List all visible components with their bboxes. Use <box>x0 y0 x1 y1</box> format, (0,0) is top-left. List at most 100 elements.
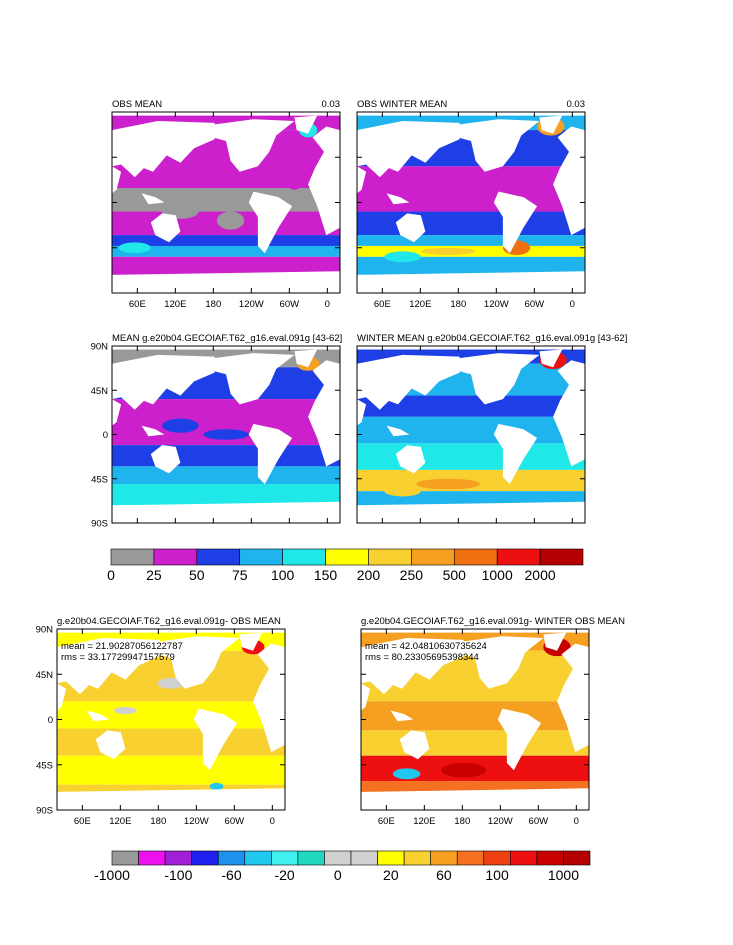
colorbar-swatch <box>539 548 584 566</box>
colorbar-label: 1000 <box>482 567 513 583</box>
colorbar-label: 0 <box>334 867 342 883</box>
panel-scale-label: 0.03 <box>322 99 341 110</box>
colorbar-label: -100 <box>164 867 192 883</box>
map-landmass-6 <box>497 708 542 771</box>
x-tick-label: 60E <box>374 299 391 310</box>
colorbar-label: -20 <box>274 867 294 883</box>
map-landmass-7 <box>557 643 589 753</box>
field-patch-3 <box>209 782 224 791</box>
map-landmass-7 <box>553 360 585 467</box>
map-landmass-3 <box>141 425 165 437</box>
colorbar-label: 250 <box>400 567 424 583</box>
map-landmass-4 <box>212 353 295 405</box>
map-panel-model-mean: MEAN g.e20b04.GECOIAF.T62_g16.eval.091g … <box>91 333 343 530</box>
map-landmass-0 <box>357 121 460 178</box>
map-landmass-1 <box>357 166 367 194</box>
map-ticks <box>357 345 585 524</box>
field-patch-1 <box>416 478 481 490</box>
map-landmass-2 <box>150 445 181 474</box>
x-tick-label: 0 <box>574 816 579 827</box>
map-landmass-0 <box>57 638 160 695</box>
field-band-2 <box>357 395 585 417</box>
colorbar-label: 500 <box>443 567 467 583</box>
map-landmass-5 <box>539 115 563 134</box>
map-landmass-7 <box>308 360 340 467</box>
map-landmass-8 <box>361 788 589 810</box>
colorbar-swatch <box>191 850 219 866</box>
map-landmass-2 <box>150 213 181 243</box>
map-landmass-6 <box>193 708 238 771</box>
colorbar-label: 0 <box>107 567 115 583</box>
colorbar-swatch <box>350 850 378 866</box>
panel-title: WINTER MEAN g.e20b04.GECOIAF.T62_g16.eva… <box>357 333 627 344</box>
field-band-4 <box>112 466 340 485</box>
field-band-2 <box>357 166 585 212</box>
map-landmass-6 <box>248 191 293 254</box>
colorbar-label: 150 <box>314 567 338 583</box>
y-tick-label: 45S <box>36 760 53 771</box>
y-tick-label: 90S <box>36 806 53 817</box>
map-field <box>361 629 589 810</box>
map-landmass-3 <box>386 425 410 437</box>
map-landmass-8 <box>112 501 340 523</box>
colorbar-swatch <box>244 850 272 866</box>
colorbar-swatch <box>563 850 591 866</box>
colorbar-swatch <box>239 548 283 566</box>
y-tick-label: 45S <box>91 474 108 485</box>
x-tick-label: 60E <box>74 816 91 827</box>
colorbar-swatch <box>368 548 412 566</box>
panel-stat: mean = 21.90287056122787 <box>61 641 183 652</box>
field-band-3 <box>112 445 340 467</box>
map-landmass-4 <box>212 119 295 172</box>
panel-scale-label: 0.03 <box>567 99 586 110</box>
map-panel-obs-winter-mean: OBS WINTER MEAN 0.03 60E 120E 180 120W 60W 0 <box>356 99 586 310</box>
colorbar-label: 100 <box>485 867 509 883</box>
field-band-3 <box>361 730 589 756</box>
map-landmass-4 <box>457 353 540 405</box>
colorbar-label: 100 <box>271 567 295 583</box>
field-patch-1 <box>157 677 185 689</box>
map-landmass-0 <box>357 354 460 410</box>
colorbar-colorbar_bottom: -1000 -100 -60 -20 0 20 60 100 1000 <box>94 850 591 883</box>
field-patch-4 <box>118 242 151 254</box>
map-landmass-6 <box>248 423 293 485</box>
map-landmass-4 <box>157 636 240 689</box>
x-tick-label: 120E <box>164 299 186 310</box>
map-landmass-5 <box>239 632 263 651</box>
field-patch-1 <box>216 211 245 230</box>
map-landmass-0 <box>112 121 215 178</box>
colorbar-swatch <box>430 850 458 866</box>
field-patch-1 <box>440 762 487 778</box>
colorbar-swatch <box>196 548 241 566</box>
field-band-5 <box>112 245 340 257</box>
map-landmass-7 <box>553 126 585 236</box>
map-landmass-5 <box>543 632 567 651</box>
map-field <box>357 112 585 293</box>
map-landmass-1 <box>112 399 122 426</box>
map-field <box>57 629 285 810</box>
x-tick-label: 120W <box>239 299 264 310</box>
x-tick-label: 60W <box>529 816 549 827</box>
map-landmass-1 <box>57 683 67 711</box>
field-band-3 <box>57 728 285 756</box>
map-landmass-2 <box>399 730 430 760</box>
colorbar-swatch <box>111 850 139 866</box>
colorbar-label: 75 <box>232 567 248 583</box>
map-landmass-8 <box>57 788 285 810</box>
x-tick-label: 0 <box>570 299 575 310</box>
colorbar-colorbar_top: 0 25 50 75 100 150 200 250 500 1000 2000 <box>107 548 584 583</box>
map-landmass-4 <box>457 119 540 172</box>
y-tick-label: 0 <box>48 715 53 726</box>
colorbar-label: 60 <box>436 867 452 883</box>
field-band-5 <box>57 784 285 796</box>
colorbar-label: -60 <box>221 867 241 883</box>
x-tick-label: 60E <box>129 299 146 310</box>
field-patch-2 <box>392 768 421 780</box>
field-patch-1 <box>203 429 249 440</box>
colorbar-label: 25 <box>146 567 162 583</box>
y-tick-label: 45N <box>91 386 109 397</box>
panel-stat: mean = 42.04810630735624 <box>365 641 487 652</box>
map-ticks <box>112 345 340 524</box>
map-landmass-5 <box>294 349 318 368</box>
